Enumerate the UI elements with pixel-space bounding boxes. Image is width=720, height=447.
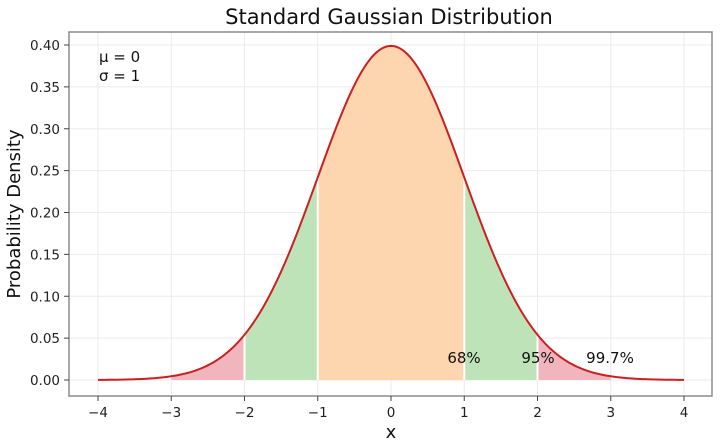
y-tick-label: 0.10: [30, 289, 60, 305]
annotation-mu: μ = 0: [99, 48, 140, 66]
y-tick-label: 0.15: [30, 247, 60, 263]
band-dividers: [243, 177, 539, 380]
x-tick-label: −4: [88, 405, 108, 421]
y-tick-label: 0.20: [30, 206, 60, 222]
y-axis-label: Probability Density: [4, 129, 25, 299]
x-tick-label: 3: [606, 405, 615, 421]
x-tick-label: 0: [387, 405, 396, 421]
y-tick-label: 0.35: [30, 80, 60, 96]
x-tick-label: 2: [533, 405, 542, 421]
y-tick-label: 0.00: [30, 373, 60, 389]
chart-title: Standard Gaussian Distribution: [225, 5, 553, 29]
x-tick-label: −2: [235, 405, 255, 421]
y-tick-label: 0.40: [30, 38, 60, 54]
y-tick-label: 0.05: [30, 331, 60, 347]
x-tick-label: −3: [161, 405, 181, 421]
pdf-curve: [97, 44, 685, 381]
annotation-sigma: σ = 1: [99, 67, 140, 85]
x-tick-label: 4: [680, 405, 689, 421]
band-label-95: 95%: [521, 349, 554, 367]
y-axis: 0.00 0.05 0.10 0.15 0.20 0.25 0.30 0.35 0.40: [30, 38, 69, 389]
band-area-68: [317, 45, 465, 380]
y-tick-label: 0.25: [30, 164, 60, 180]
y-tick-label: 0.30: [30, 122, 60, 138]
x-tick-label: −1: [308, 405, 328, 421]
x-tick-label: 1: [460, 405, 469, 421]
x-axis: −4 −3 −2 −1 0 1 2 3 4: [88, 396, 688, 421]
x-axis-label: x: [386, 422, 397, 443]
band-label-997: 99.7%: [586, 349, 634, 367]
band-label-68: 68%: [447, 349, 480, 367]
